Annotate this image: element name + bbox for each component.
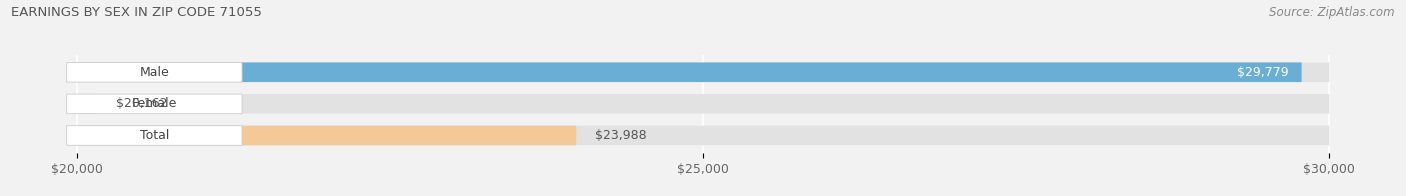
- Text: Source: ZipAtlas.com: Source: ZipAtlas.com: [1270, 6, 1395, 19]
- Text: $29,779: $29,779: [1237, 66, 1289, 79]
- Text: Female: Female: [132, 97, 177, 110]
- Text: EARNINGS BY SEX IN ZIP CODE 71055: EARNINGS BY SEX IN ZIP CODE 71055: [11, 6, 262, 19]
- FancyBboxPatch shape: [77, 63, 1302, 82]
- FancyBboxPatch shape: [77, 126, 1329, 145]
- FancyBboxPatch shape: [77, 63, 1329, 82]
- FancyBboxPatch shape: [77, 94, 1329, 114]
- FancyBboxPatch shape: [66, 126, 242, 145]
- FancyBboxPatch shape: [77, 94, 97, 114]
- Text: $23,988: $23,988: [595, 129, 647, 142]
- FancyBboxPatch shape: [66, 63, 242, 82]
- Text: Male: Male: [139, 66, 169, 79]
- Text: $20,162: $20,162: [115, 97, 167, 110]
- Text: Total: Total: [139, 129, 169, 142]
- FancyBboxPatch shape: [66, 94, 242, 114]
- FancyBboxPatch shape: [77, 126, 576, 145]
